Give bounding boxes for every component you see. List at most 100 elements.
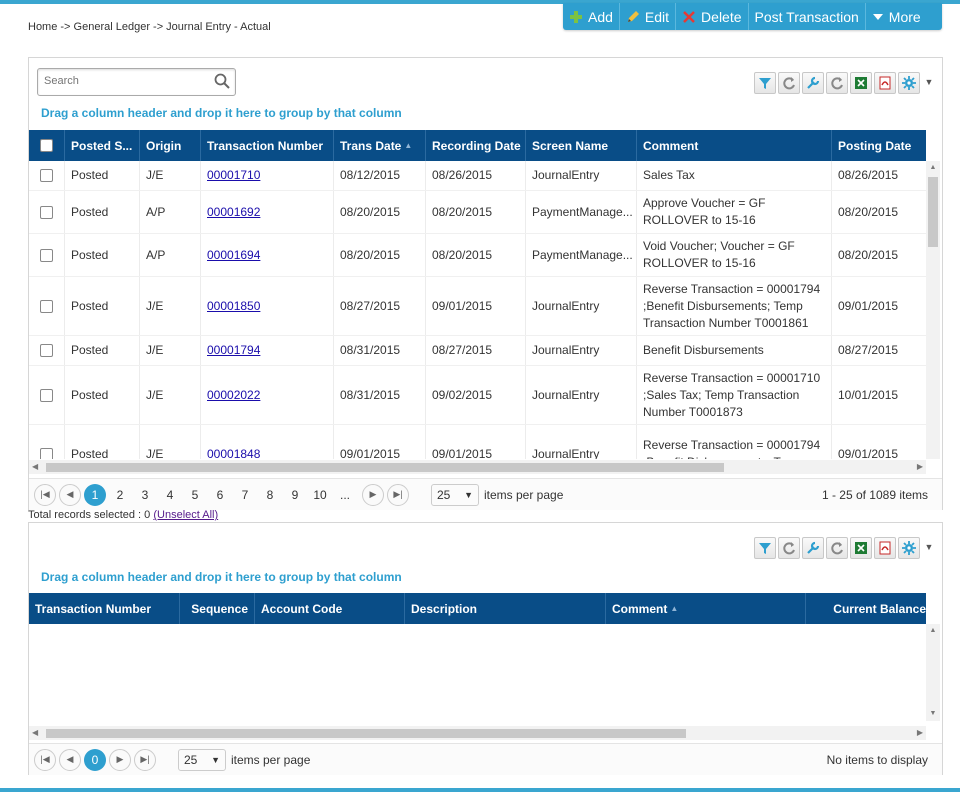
column-header-transaction-number[interactable]: Transaction Number — [29, 593, 180, 624]
page-number[interactable]: 3 — [141, 487, 149, 502]
transaction-number-link[interactable]: 00001850 — [207, 298, 261, 313]
horizontal-scrollbar[interactable]: ◀ ▶ — [29, 726, 926, 740]
last-page-icon[interactable]: ▶| — [134, 748, 156, 771]
row-checkbox[interactable] — [40, 248, 53, 262]
page-number[interactable]: 1 — [84, 483, 106, 506]
column-header-transaction-number[interactable]: Transaction Number — [201, 130, 334, 161]
horizontal-scrollbar[interactable]: ◀ ▶ — [29, 460, 926, 474]
horizontal-scroll-thumb[interactable] — [46, 729, 686, 738]
prev-page-icon[interactable]: ◀ — [59, 483, 81, 506]
scroll-right-icon[interactable]: ▶ — [916, 462, 923, 471]
row-checkbox[interactable] — [40, 388, 53, 402]
column-header-trans-date[interactable]: Trans Date ▲ — [334, 130, 426, 161]
page-number[interactable]: ... — [339, 487, 350, 502]
next-page-icon[interactable]: ▶ — [362, 483, 384, 506]
refresh-icon[interactable] — [778, 537, 800, 559]
table-row[interactable]: Posted J/E 00001848 09/01/2015 09/01/2015 Jou… — [29, 425, 926, 459]
page-size-select[interactable]: 25 ▼ — [178, 748, 226, 771]
column-header-sequence[interactable]: Sequence — [180, 593, 255, 624]
cell-screen: JournalEntry — [526, 336, 637, 365]
page-number[interactable]: 9 — [291, 487, 299, 502]
page-number[interactable]: 5 — [191, 487, 199, 502]
first-page-icon[interactable]: |◀ — [34, 483, 56, 506]
filter-icon[interactable] — [754, 72, 776, 94]
vertical-scrollbar[interactable]: ▲ — [926, 161, 940, 459]
vertical-scrollbar[interactable]: ▲ ▼ — [926, 624, 940, 721]
settings-gear-icon[interactable] — [898, 72, 920, 94]
select-all-checkbox[interactable] — [40, 139, 53, 152]
search-icon[interactable] — [214, 73, 230, 89]
table-row[interactable]: Posted A/P 00001694 08/20/2015 08/20/2015 Pay… — [29, 234, 926, 277]
edit-button[interactable]: Edit — [620, 3, 677, 30]
more-button[interactable]: More — [866, 3, 927, 30]
table-row[interactable]: Posted A/P 00001692 08/20/2015 08/20/2015 Pay… — [29, 191, 926, 234]
column-header-origin[interactable]: Origin — [140, 130, 201, 161]
transaction-number-link[interactable]: 00001794 — [207, 343, 261, 357]
excel-export-icon[interactable] — [850, 537, 872, 559]
chevron-down-icon[interactable]: ▼ — [924, 542, 934, 552]
transaction-number-link[interactable]: 00001694 — [207, 247, 261, 262]
scroll-up-icon[interactable]: ▲ — [929, 627, 937, 634]
next-page-icon[interactable]: ▶ — [109, 748, 131, 771]
column-header-screen-name[interactable]: Screen Name — [526, 130, 637, 161]
scroll-right-icon[interactable]: ▶ — [916, 728, 923, 737]
post-transaction-button[interactable]: Post Transaction — [749, 3, 866, 30]
excel-export-icon[interactable] — [850, 72, 872, 94]
pdf-export-icon[interactable] — [874, 537, 896, 559]
column-header-current-balance[interactable]: Current Balance — [833, 601, 926, 616]
page-number[interactable]: 8 — [266, 487, 274, 502]
column-header-recording-date[interactable]: Recording Date — [426, 130, 526, 161]
pdf-export-icon[interactable] — [874, 72, 896, 94]
scroll-left-icon[interactable]: ◀ — [32, 728, 39, 737]
row-checkbox[interactable] — [40, 205, 53, 219]
page-number[interactable]: 10 — [313, 487, 327, 502]
add-button[interactable]: Add — [563, 3, 620, 30]
column-header-description[interactable]: Description — [405, 593, 606, 624]
chevron-down-icon[interactable]: ▼ — [924, 77, 934, 87]
page-number[interactable]: 4 — [166, 487, 174, 502]
transaction-number-link[interactable]: 00002022 — [207, 387, 261, 402]
table-row[interactable]: Posted J/E 00001794 08/31/2015 08/27/2015 Jou… — [29, 336, 926, 366]
delete-x-icon — [683, 10, 695, 23]
prev-page-icon[interactable]: ◀ — [59, 748, 81, 771]
table-row[interactable]: Posted J/E 00001850 08/27/2015 09/01/2015 Jou… — [29, 277, 926, 336]
first-page-icon[interactable]: |◀ — [34, 748, 56, 771]
scroll-left-icon[interactable]: ◀ — [32, 462, 39, 471]
grid-body-empty — [29, 624, 926, 721]
scroll-up-icon[interactable]: ▲ — [929, 164, 937, 171]
column-header-posting-date[interactable]: Posting Date — [838, 138, 912, 153]
column-header-comment[interactable]: Comment — [637, 130, 832, 161]
reset-icon[interactable] — [826, 537, 848, 559]
page-number[interactable]: 6 — [216, 487, 224, 502]
vertical-scroll-thumb[interactable] — [928, 177, 938, 247]
row-checkbox[interactable] — [40, 447, 53, 459]
page-size-select[interactable]: 25 ▼ — [431, 483, 479, 506]
settings-gear-icon[interactable] — [898, 537, 920, 559]
row-checkbox[interactable] — [40, 169, 53, 182]
refresh-icon[interactable] — [778, 72, 800, 94]
filter-icon[interactable] — [754, 537, 776, 559]
page-number[interactable]: 7 — [241, 487, 249, 502]
reset-icon[interactable] — [826, 72, 848, 94]
horizontal-scroll-thumb[interactable] — [46, 463, 724, 472]
search-input[interactable] — [38, 69, 214, 93]
unselect-all-link[interactable]: (Unselect All) — [153, 509, 219, 521]
row-checkbox[interactable] — [40, 344, 53, 357]
cell-posting-date: 08/20/2015 — [838, 247, 899, 262]
column-header-account-code[interactable]: Account Code — [255, 593, 405, 624]
transaction-number-link[interactable]: 00001710 — [207, 168, 261, 182]
wrench-icon[interactable] — [802, 72, 824, 94]
page-number[interactable]: 2 — [116, 487, 124, 502]
page-number[interactable]: 0 — [84, 748, 106, 771]
row-checkbox[interactable] — [40, 299, 53, 313]
table-row[interactable]: Posted J/E 00002022 08/31/2015 09/02/2015 Jou… — [29, 366, 926, 425]
column-header-comment[interactable]: Comment ▲ — [606, 593, 806, 624]
column-header-posted-status[interactable]: Posted S... — [65, 130, 140, 161]
wrench-icon[interactable] — [802, 537, 824, 559]
transaction-number-link[interactable]: 00001848 — [207, 446, 261, 460]
delete-button[interactable]: Delete — [676, 3, 749, 30]
transaction-number-link[interactable]: 00001692 — [207, 204, 261, 219]
last-page-icon[interactable]: ▶| — [387, 483, 409, 506]
scroll-down-icon[interactable]: ▼ — [929, 710, 937, 717]
table-row[interactable]: Posted J/E 00001710 08/12/2015 08/26/2015 Jou… — [29, 161, 926, 191]
